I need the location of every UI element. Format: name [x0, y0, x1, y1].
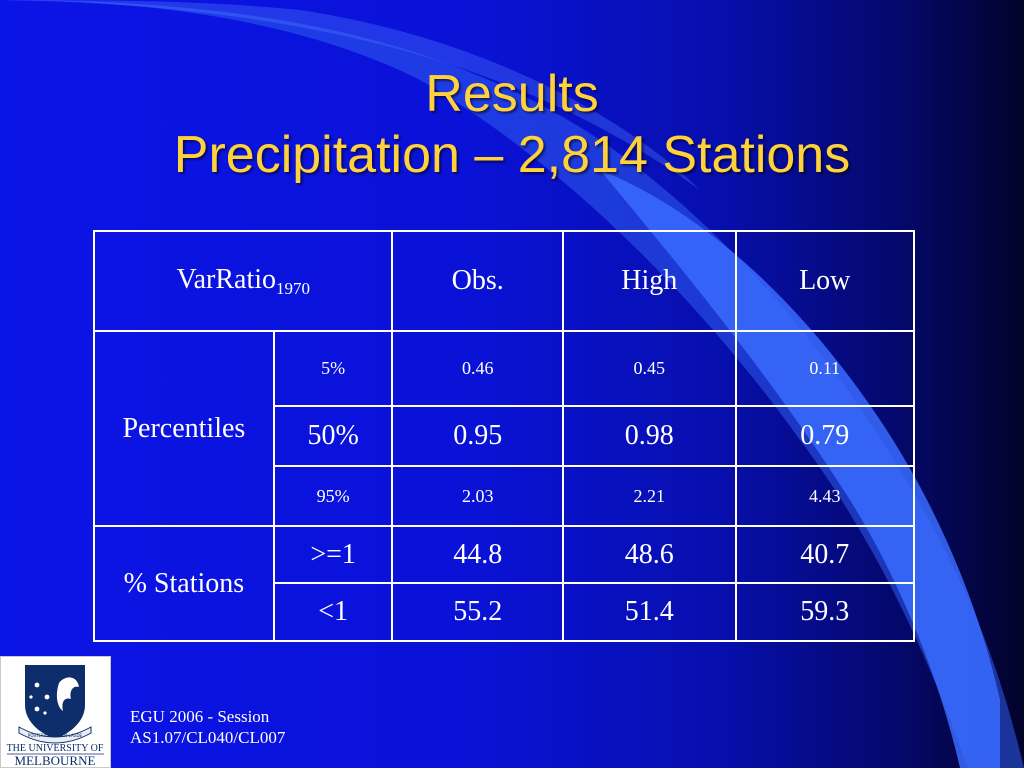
cell-obs: 2.03 — [391, 465, 564, 527]
group-stations: % Stations — [93, 525, 275, 642]
header-high: High — [561, 230, 737, 332]
row-key: 95% — [272, 465, 394, 527]
group-percentiles: Percentiles — [93, 330, 275, 527]
cell-high: 48.6 — [561, 525, 737, 584]
logo-text-line1: THE UNIVERSITY OF — [7, 743, 104, 754]
table-row: <1 55.2 51.4 59.3 — [94, 582, 915, 642]
cell-high: 0.98 — [561, 405, 737, 467]
cell-low: 59.3 — [734, 582, 915, 642]
cell-low: 0.11 — [734, 330, 915, 407]
cell-high: 51.4 — [561, 582, 737, 642]
header-varratio-sub: 1970 — [276, 278, 310, 298]
cell-high: 2.21 — [561, 465, 737, 527]
header-varratio-label: VarRatio — [176, 263, 276, 295]
header-low: Low — [734, 230, 915, 332]
table-row: 95% 2.03 2.21 4.43 — [94, 465, 915, 527]
header-obs: Obs. — [391, 230, 564, 332]
logo-motto: POSTERA CRESCAM LAUDE — [28, 733, 83, 738]
cell-low: 40.7 — [734, 525, 915, 584]
cell-low: 0.79 — [734, 405, 915, 467]
crest-icon: POSTERA CRESCAM LAUDE THE UNIVERSITY OF … — [7, 665, 104, 767]
university-logo: POSTERA CRESCAM LAUDE THE UNIVERSITY OF … — [0, 656, 111, 768]
cell-obs: 44.8 — [391, 525, 564, 584]
table-row: % Stations >=1 44.8 48.6 40.7 — [93, 525, 915, 642]
results-table: VarRatio1970 Obs. High Low Percentiles 5… — [92, 230, 915, 642]
logo-text-line2: MELBOURNE — [15, 753, 96, 767]
slide-title: Results Precipitation – 2,814 Stations — [0, 64, 1024, 187]
cell-obs: 0.46 — [391, 330, 564, 407]
table-header-row: VarRatio1970 Obs. High Low — [92, 230, 915, 332]
title-line-1: Results — [425, 65, 599, 123]
victory-figure-icon — [56, 677, 79, 711]
table-row: Percentiles 5% 0.46 0.45 0.11 — [93, 330, 915, 527]
footer-line-1: EGU 2006 - Session — [130, 707, 270, 726]
footer-session-note: EGU 2006 - Session AS1.07/CL040/CL007 — [130, 706, 285, 748]
cell-obs: 0.95 — [391, 405, 564, 467]
footer-line-2: AS1.07/CL040/CL007 — [130, 728, 286, 747]
title-line-2: Precipitation – 2,814 Stations — [173, 126, 851, 185]
cell-obs: 55.2 — [391, 582, 564, 642]
row-key: 5% — [272, 330, 394, 407]
cell-high: 0.45 — [561, 330, 737, 407]
row-key: 50% — [272, 405, 394, 467]
header-varratio: VarRatio1970 — [92, 230, 394, 332]
table-row: 50% 0.95 0.98 0.79 — [94, 405, 915, 467]
stars-icon — [29, 682, 50, 715]
cell-low: 4.43 — [734, 465, 915, 527]
row-key: >=1 — [272, 525, 394, 584]
row-key: <1 — [272, 582, 394, 642]
